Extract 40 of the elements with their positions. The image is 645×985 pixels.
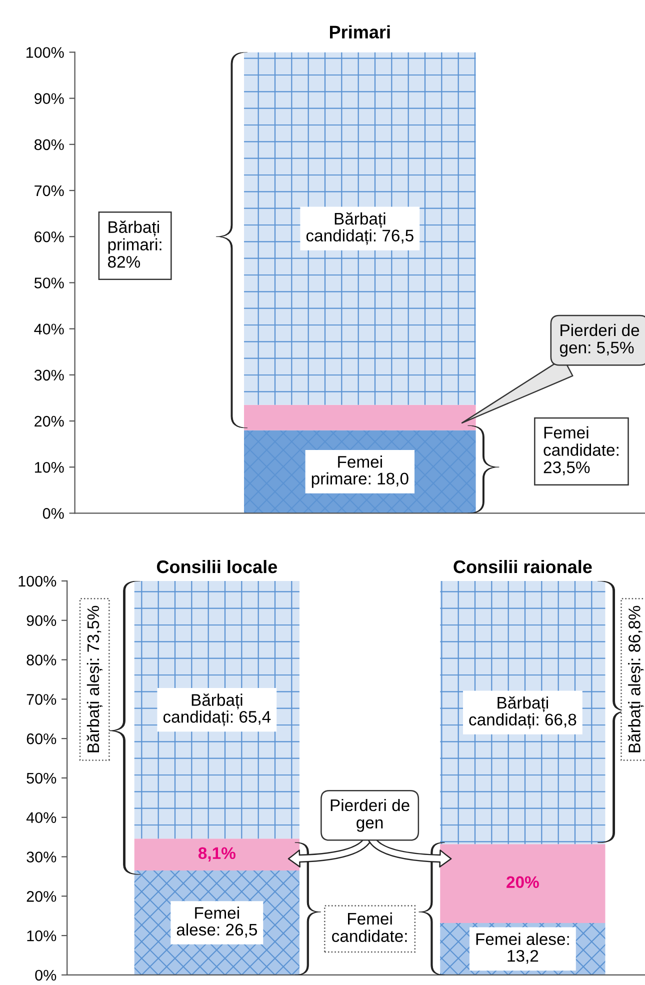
data-label: 20% [506, 876, 539, 888]
y-tick-label: 70% [34, 185, 64, 196]
y-tick-label: 20% [26, 891, 56, 902]
data-label: Femei alese: 26,5 [176, 906, 257, 938]
x-tick-label: Consilii locale [156, 560, 278, 574]
annotation: Pierderi de gen [330, 798, 410, 832]
y-tick-label: 100% [18, 576, 56, 587]
y-tick-label: 40% [34, 324, 64, 334]
data-label: Bărbați candidați: 66,8 [469, 696, 576, 729]
y-tick-label: 50% [34, 278, 64, 288]
y-tick-label: 10% [27, 930, 56, 942]
y-tick-label: 80% [34, 139, 64, 150]
x-tick-label: Consilii raionale [454, 560, 592, 574]
y-tick-label: 90% [26, 615, 56, 626]
data-label: Bărbați candidați: 76,5 [306, 212, 414, 245]
data-label: Femei primare: 18,0 [312, 456, 408, 488]
y-tick-label: 40% [26, 812, 56, 824]
y-tick-label: 0% [35, 970, 56, 981]
y-tick-label: 90% [34, 93, 64, 104]
y-tick-label: 80% [26, 654, 56, 666]
y-tick-label: 60% [34, 231, 64, 242]
chart-title: Primari [330, 25, 390, 38]
annotation: Bărbați aleși: 73,5% [86, 606, 103, 752]
data-label: Femei alese: 13,2 [476, 932, 569, 964]
y-tick-label: 60% [26, 733, 56, 744]
y-tick-label: 0% [42, 508, 64, 519]
data-label: Bărbați candidați: 65,4 [163, 693, 271, 726]
y-tick-label: 30% [34, 370, 64, 381]
y-tick-label: 100% [26, 47, 64, 58]
y-tick-label: 20% [34, 416, 64, 427]
annotation: Femei candidate: [332, 912, 407, 942]
annotation: Pierderi de gen: 5,5% [560, 324, 640, 357]
annotation: Bărbați aleși: 86,8% [628, 606, 644, 752]
data-label: 8,1% [198, 847, 236, 862]
y-tick-label: 50% [26, 772, 56, 784]
y-tick-label: 30% [26, 852, 56, 862]
y-tick-label: 10% [34, 462, 64, 473]
annotation: Bărbați primari: 82% [108, 220, 162, 268]
annotation: Femei candidate: 23,5% [544, 426, 618, 476]
y-tick-label: 70% [26, 694, 56, 705]
